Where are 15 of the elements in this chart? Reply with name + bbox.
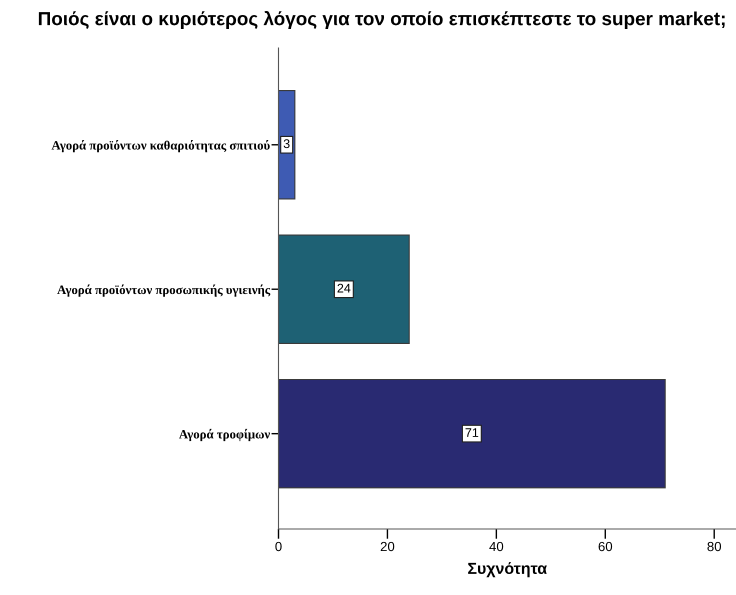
x-tick-label: 0 xyxy=(275,542,282,552)
data-label: 71 xyxy=(466,428,478,437)
bar xyxy=(278,378,666,488)
x-axis-title: Συχνότητα xyxy=(468,562,547,578)
data-label: 3 xyxy=(284,139,290,148)
y-tick-label: Αγορά τροφίμων xyxy=(178,428,270,442)
x-tick-label: 20 xyxy=(380,542,394,552)
x-tick-label: 40 xyxy=(489,542,504,552)
chart-title: Ποιός είναι ο κυριότερος λόγος για τον οποίο επισκέπτεστε το super market; xyxy=(38,10,725,30)
x-tick-label: 60 xyxy=(598,542,612,552)
bar xyxy=(278,234,410,344)
data-label: 24 xyxy=(338,284,350,292)
y-tick-label: Αγορά προϊόντων καθαριότητας σπιτιού xyxy=(52,140,270,152)
y-tick-label: Αγορά προϊόντων προσωπικής υγιεινής xyxy=(57,284,270,297)
x-tick-label: 80 xyxy=(707,542,722,552)
